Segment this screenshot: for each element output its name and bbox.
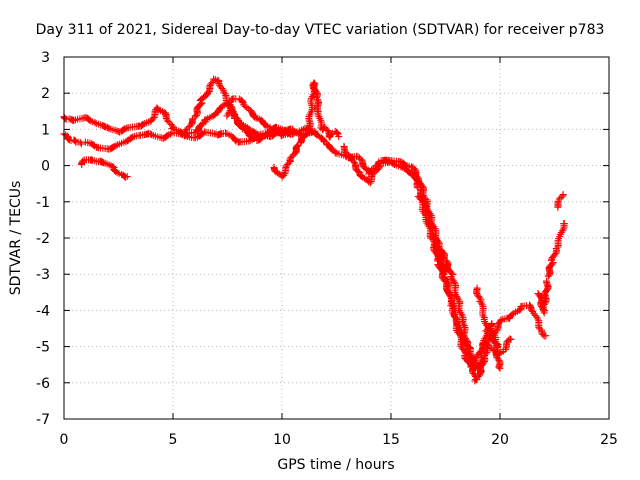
y-tick-label: 1 (41, 122, 50, 138)
x-tick-label: 15 (382, 432, 400, 448)
series-track-m (554, 191, 567, 211)
series-track-h (299, 127, 550, 385)
series-track-c (78, 156, 131, 181)
y-tick-label: -5 (36, 340, 50, 356)
x-tick-label: 25 (600, 432, 618, 448)
y-tick-label: -2 (36, 231, 50, 247)
y-tick-label: 3 (41, 50, 50, 66)
data-points (60, 75, 568, 385)
grid (64, 57, 609, 419)
series-track-l (534, 220, 568, 317)
y-tick-label: 0 (41, 159, 50, 175)
x-tick-label: 5 (169, 432, 178, 448)
series-track-f (223, 95, 295, 137)
y-axis-label: SDTVAR / TECUs (8, 181, 24, 296)
plot-frame (63, 56, 610, 420)
y-tick-label: -4 (36, 303, 50, 319)
chart-title: Day 311 of 2021, Sidereal Day-to-day VTE… (36, 22, 605, 38)
x-axis-ticks: 0 5 10 15 20 25 (60, 57, 618, 448)
x-tick-label: 20 (491, 432, 509, 448)
y-axis-ticks: 3 2 1 0 -1 -2 -3 -4 -5 -6 -7 (36, 50, 609, 428)
x-tick-label: 10 (273, 432, 291, 448)
series-track-g (270, 79, 343, 181)
y-tick-label: -6 (36, 376, 50, 392)
y-tick-label: 2 (41, 86, 50, 102)
y-tick-label: -1 (36, 195, 50, 211)
x-axis-label: GPS time / hours (277, 457, 394, 473)
x-tick-label: 0 (60, 432, 69, 448)
y-tick-label: -3 (36, 267, 50, 283)
y-tick-label: -7 (36, 412, 50, 428)
series-track-k (473, 284, 502, 351)
